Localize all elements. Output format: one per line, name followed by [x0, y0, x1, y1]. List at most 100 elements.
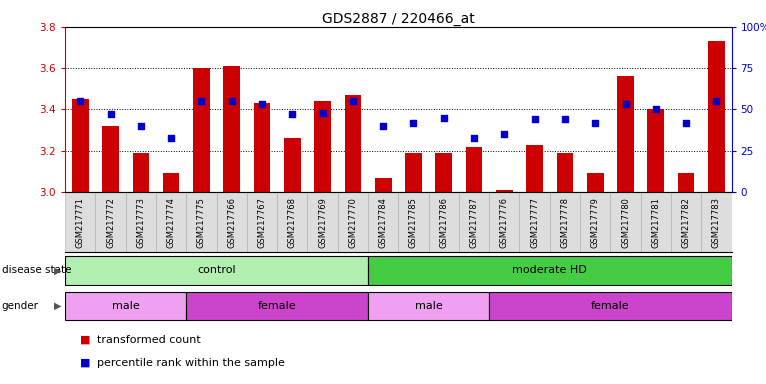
Text: GSM217777: GSM217777: [530, 197, 539, 248]
Text: GSM217768: GSM217768: [288, 197, 296, 248]
Bar: [587, 174, 604, 192]
Bar: [617, 76, 633, 192]
FancyBboxPatch shape: [126, 192, 156, 252]
Point: [74, 98, 87, 104]
Text: ■: ■: [80, 335, 91, 345]
Text: GSM217776: GSM217776: [500, 197, 509, 248]
Bar: [72, 99, 89, 192]
FancyBboxPatch shape: [550, 192, 580, 252]
Text: female: female: [591, 301, 630, 311]
Text: GSM217784: GSM217784: [378, 197, 388, 248]
Bar: [405, 153, 422, 192]
FancyBboxPatch shape: [429, 192, 459, 252]
Bar: [163, 174, 179, 192]
FancyBboxPatch shape: [580, 192, 611, 252]
Text: GSM217769: GSM217769: [318, 197, 327, 248]
Text: disease state: disease state: [2, 265, 71, 275]
Bar: [284, 138, 300, 192]
Text: male: male: [414, 301, 443, 311]
Text: GSM217766: GSM217766: [228, 197, 236, 248]
Point: [286, 111, 299, 118]
FancyBboxPatch shape: [96, 192, 126, 252]
Point: [589, 119, 601, 126]
Text: GSM217781: GSM217781: [651, 197, 660, 248]
FancyBboxPatch shape: [65, 192, 96, 252]
Bar: [133, 153, 149, 192]
Point: [347, 98, 359, 104]
Point: [529, 116, 541, 122]
FancyBboxPatch shape: [489, 292, 732, 320]
Bar: [193, 68, 210, 192]
Point: [437, 115, 450, 121]
Point: [377, 123, 389, 129]
FancyBboxPatch shape: [459, 192, 489, 252]
FancyBboxPatch shape: [217, 192, 247, 252]
Bar: [254, 103, 270, 192]
Text: GSM217772: GSM217772: [106, 197, 115, 248]
Point: [165, 134, 177, 141]
FancyBboxPatch shape: [701, 192, 732, 252]
FancyBboxPatch shape: [671, 192, 701, 252]
Point: [256, 101, 268, 108]
Bar: [345, 95, 362, 192]
Text: GSM217773: GSM217773: [136, 197, 146, 248]
Point: [195, 98, 208, 104]
Point: [650, 106, 662, 113]
FancyBboxPatch shape: [489, 192, 519, 252]
Bar: [314, 101, 331, 192]
FancyBboxPatch shape: [186, 292, 368, 320]
Text: GSM217782: GSM217782: [682, 197, 691, 248]
Bar: [557, 153, 573, 192]
Bar: [708, 41, 725, 192]
Bar: [526, 144, 543, 192]
Text: ▶: ▶: [54, 301, 61, 311]
Text: GSM217786: GSM217786: [439, 197, 448, 248]
Bar: [466, 147, 483, 192]
Text: ■: ■: [80, 358, 91, 368]
Text: GSM217771: GSM217771: [76, 197, 85, 248]
Text: GSM217779: GSM217779: [591, 197, 600, 248]
Text: percentile rank within the sample: percentile rank within the sample: [97, 358, 285, 368]
Text: female: female: [258, 301, 296, 311]
FancyBboxPatch shape: [247, 192, 277, 252]
Bar: [224, 66, 240, 192]
Bar: [647, 109, 664, 192]
FancyBboxPatch shape: [368, 192, 398, 252]
Text: GSM217775: GSM217775: [197, 197, 206, 248]
Text: GSM217785: GSM217785: [409, 197, 418, 248]
Text: control: control: [198, 265, 236, 275]
FancyBboxPatch shape: [338, 192, 368, 252]
Text: GSM217774: GSM217774: [167, 197, 175, 248]
Point: [408, 119, 420, 126]
FancyBboxPatch shape: [277, 192, 307, 252]
FancyBboxPatch shape: [65, 292, 186, 320]
Text: ▶: ▶: [54, 265, 61, 275]
FancyBboxPatch shape: [368, 292, 489, 320]
FancyBboxPatch shape: [368, 256, 732, 285]
Point: [498, 131, 510, 137]
Text: gender: gender: [2, 301, 38, 311]
FancyBboxPatch shape: [186, 192, 217, 252]
Point: [558, 116, 571, 122]
FancyBboxPatch shape: [65, 256, 368, 285]
Text: transformed count: transformed count: [97, 335, 201, 345]
Text: GSM217770: GSM217770: [349, 197, 358, 248]
Point: [135, 123, 147, 129]
Point: [468, 134, 480, 141]
Bar: [496, 190, 512, 192]
FancyBboxPatch shape: [519, 192, 550, 252]
Text: GDS2887 / 220466_at: GDS2887 / 220466_at: [322, 12, 475, 25]
Point: [104, 111, 116, 118]
Bar: [678, 174, 695, 192]
Text: GSM217780: GSM217780: [621, 197, 630, 248]
Bar: [375, 177, 391, 192]
Text: GSM217787: GSM217787: [470, 197, 479, 248]
Text: male: male: [112, 301, 139, 311]
Bar: [435, 153, 452, 192]
FancyBboxPatch shape: [398, 192, 429, 252]
Point: [225, 98, 237, 104]
Bar: [102, 126, 119, 192]
Point: [620, 101, 632, 108]
Text: moderate HD: moderate HD: [512, 265, 588, 275]
FancyBboxPatch shape: [307, 192, 338, 252]
